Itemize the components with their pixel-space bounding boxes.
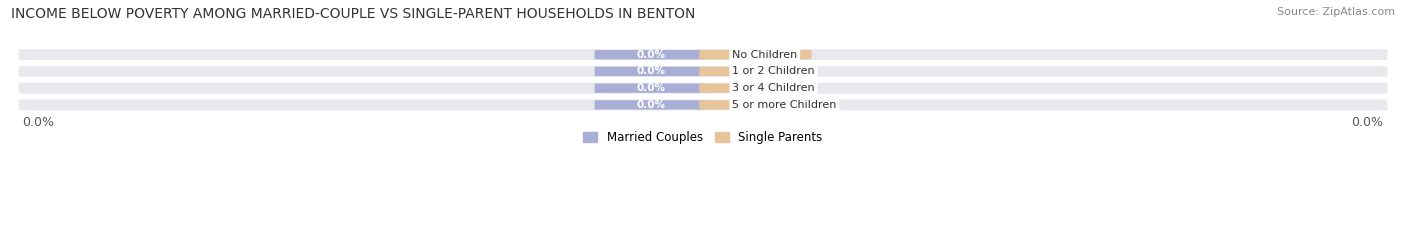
Text: 0.0%: 0.0% bbox=[636, 100, 665, 110]
FancyBboxPatch shape bbox=[18, 66, 1388, 77]
Text: 1 or 2 Children: 1 or 2 Children bbox=[733, 66, 815, 76]
FancyBboxPatch shape bbox=[595, 50, 707, 59]
Text: INCOME BELOW POVERTY AMONG MARRIED-COUPLE VS SINGLE-PARENT HOUSEHOLDS IN BENTON: INCOME BELOW POVERTY AMONG MARRIED-COUPL… bbox=[11, 7, 696, 21]
FancyBboxPatch shape bbox=[18, 83, 1388, 94]
FancyBboxPatch shape bbox=[18, 49, 1388, 60]
Text: 0.0%: 0.0% bbox=[741, 83, 770, 93]
FancyBboxPatch shape bbox=[595, 67, 707, 76]
FancyBboxPatch shape bbox=[699, 83, 811, 93]
Legend: Married Couples, Single Parents: Married Couples, Single Parents bbox=[579, 127, 827, 149]
FancyBboxPatch shape bbox=[18, 99, 1388, 110]
FancyBboxPatch shape bbox=[595, 100, 707, 110]
Text: 5 or more Children: 5 or more Children bbox=[733, 100, 837, 110]
Text: 0.0%: 0.0% bbox=[741, 100, 770, 110]
Text: 0.0%: 0.0% bbox=[741, 66, 770, 76]
Text: No Children: No Children bbox=[733, 50, 797, 60]
FancyBboxPatch shape bbox=[699, 67, 811, 76]
FancyBboxPatch shape bbox=[699, 100, 811, 110]
Text: 3 or 4 Children: 3 or 4 Children bbox=[733, 83, 815, 93]
FancyBboxPatch shape bbox=[699, 50, 811, 59]
Text: 0.0%: 0.0% bbox=[741, 50, 770, 60]
Text: 0.0%: 0.0% bbox=[636, 83, 665, 93]
FancyBboxPatch shape bbox=[595, 83, 707, 93]
Text: 0.0%: 0.0% bbox=[636, 66, 665, 76]
Text: 0.0%: 0.0% bbox=[636, 50, 665, 60]
Text: Source: ZipAtlas.com: Source: ZipAtlas.com bbox=[1277, 7, 1395, 17]
Text: 0.0%: 0.0% bbox=[1351, 116, 1384, 129]
Text: 0.0%: 0.0% bbox=[22, 116, 55, 129]
